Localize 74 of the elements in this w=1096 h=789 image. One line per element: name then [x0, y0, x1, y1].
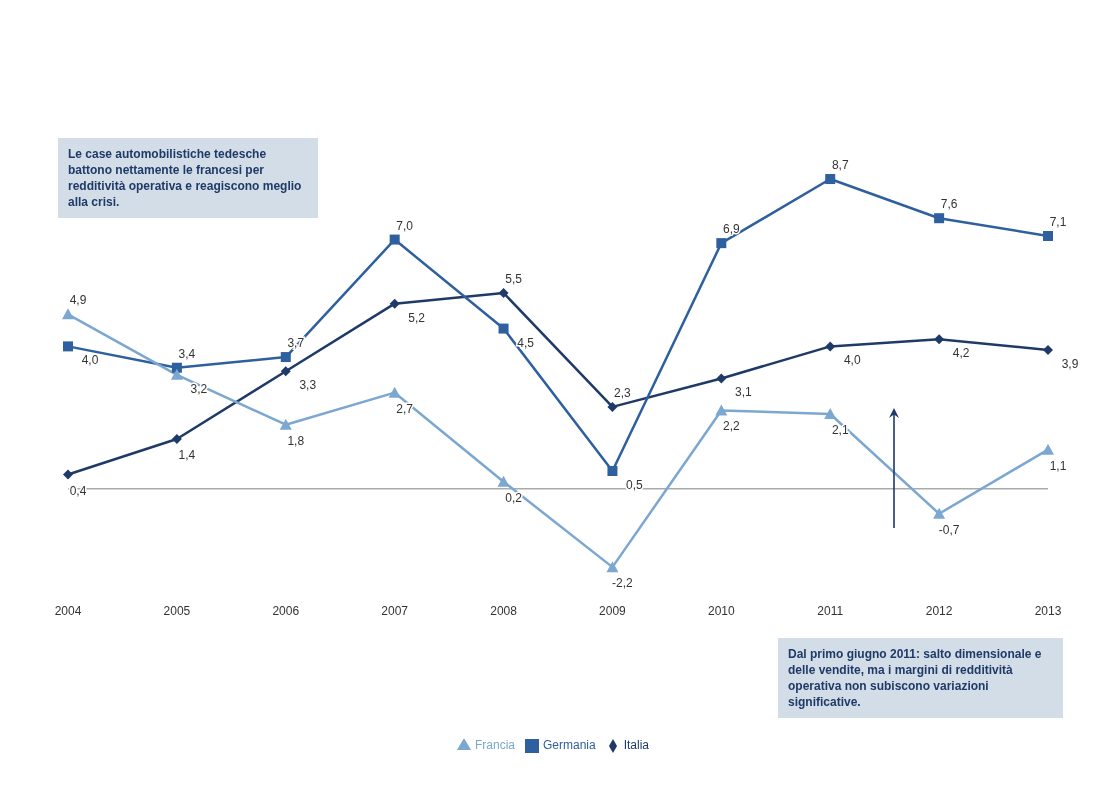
point: [1042, 443, 1054, 455]
point: [63, 341, 73, 352]
x-tick-label: 2004: [54, 603, 82, 618]
point: [280, 352, 291, 363]
point: [498, 323, 509, 334]
point: [607, 401, 618, 412]
point: [607, 466, 618, 476]
point: [933, 507, 946, 519]
annotation: Le case automobilistiche tedesche battono nettamente le francesi per redditività operativa e reagiscono meglio alla crisi.: [58, 138, 318, 218]
data-label: 2,2: [722, 419, 740, 434]
legend-label: Francia: [474, 738, 515, 753]
data-label: 2,3: [614, 385, 632, 400]
data-label: 3,2: [190, 381, 208, 396]
point: [824, 408, 837, 420]
x-tick-label: 2013: [1034, 603, 1062, 618]
point: [388, 386, 401, 398]
x-tick-label: 2008: [490, 603, 518, 618]
data-label: 3,3: [299, 378, 317, 393]
x-tick-label: 2005: [163, 603, 191, 618]
data-label: 2,1: [831, 423, 849, 438]
data-label: 5,5: [505, 271, 523, 286]
data-label: 8,7: [831, 158, 849, 173]
x-tick-label: 2006: [272, 603, 300, 618]
data-label: 4,0: [81, 353, 99, 368]
point: [934, 334, 945, 345]
data-label: 1,1: [1049, 458, 1067, 473]
point: [389, 298, 400, 309]
data-label: 7,0: [396, 218, 414, 233]
x-tick-label: 2010: [707, 603, 735, 618]
data-label: 4,5: [517, 335, 535, 350]
point: [171, 362, 182, 373]
x-tick-label: 2009: [599, 603, 627, 618]
data-label: -2,2: [612, 576, 634, 591]
x-tick-label: 2012: [925, 603, 953, 618]
data-label: 5,2: [408, 310, 426, 325]
point: [498, 287, 509, 298]
point: [62, 308, 74, 320]
data-label: 4,9: [69, 293, 87, 308]
data-label: 3,1: [734, 385, 752, 400]
data-label: 3,4: [178, 346, 196, 361]
data-label: 1,4: [178, 447, 196, 462]
data-label: 0,2: [505, 490, 523, 505]
point: [1043, 344, 1053, 355]
data-label: 1,8: [287, 433, 305, 448]
data-label: 4,0: [843, 353, 861, 368]
point: [715, 404, 728, 416]
data-label: 3,9: [1061, 356, 1079, 371]
point: [497, 475, 510, 487]
data-label: 7,6: [940, 197, 958, 212]
point: [934, 213, 945, 224]
point: [716, 373, 727, 384]
point: [1043, 231, 1053, 242]
point: [389, 234, 400, 245]
data-label: 0,5: [626, 478, 644, 492]
point: [280, 366, 291, 377]
point: [171, 433, 182, 444]
point: [716, 238, 727, 249]
text: Dal primo giugno 2011: salto dimensionale e delle vendite, ma i margini di redditività operativa non subiscono variazioni significative.: [778, 638, 1063, 718]
data-label: -0,7: [938, 522, 960, 537]
data-label: 7,1: [1049, 215, 1067, 230]
point: [279, 418, 292, 430]
data-label: 2,7: [396, 401, 414, 416]
point: [825, 174, 836, 185]
data-label: 4,2: [952, 346, 970, 361]
point: [606, 561, 619, 573]
x-tick-label: 2007: [381, 603, 409, 618]
legend-label: Germania: [542, 738, 596, 753]
point: [63, 469, 73, 480]
data-label: 0,4: [69, 483, 87, 498]
legend-label: Italia: [623, 738, 650, 753]
point: [825, 341, 836, 352]
point: [170, 368, 183, 380]
data-label: 6,9: [722, 222, 740, 237]
x-tick-label: 2011: [817, 603, 844, 618]
